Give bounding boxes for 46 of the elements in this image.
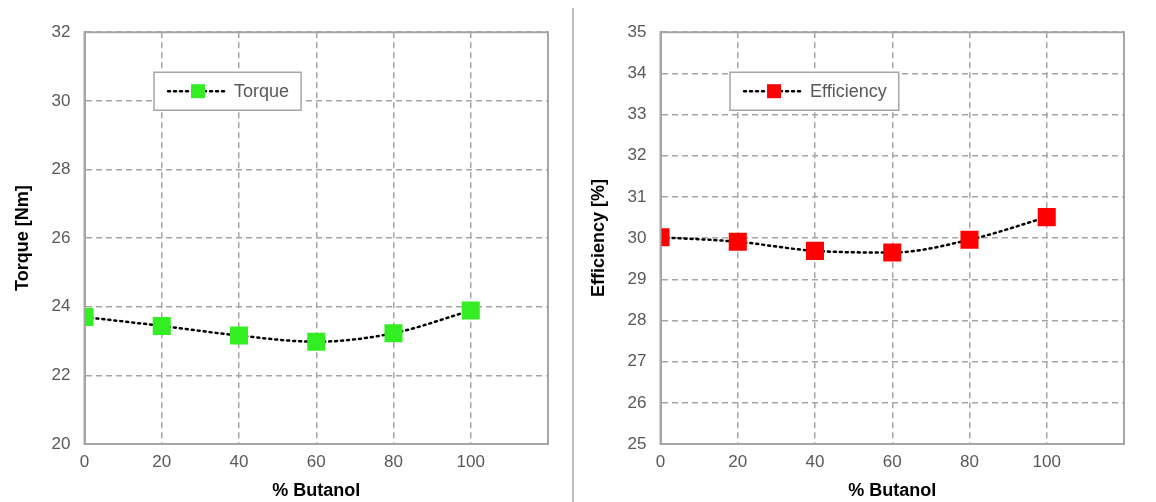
point (883, 243, 902, 262)
y-tick-label: 30 (51, 90, 71, 110)
point (229, 326, 249, 345)
x-tick-label: 80 (960, 451, 979, 471)
point (307, 332, 326, 351)
y-tick-label: 33 (627, 104, 647, 124)
point (960, 230, 979, 249)
y-tick-label: 29 (627, 268, 647, 288)
x-tick-label: 0 (79, 451, 90, 471)
y-tick-label: 34 (627, 63, 647, 83)
y-tick-label: 26 (51, 227, 71, 247)
x-tick-label: 80 (384, 451, 403, 471)
x-tick-label: 0 (655, 451, 666, 471)
y-tick-label: 32 (627, 145, 647, 165)
y-tick-label: 20 (51, 433, 71, 453)
y-tick-label: 26 (627, 392, 647, 412)
x-tick-label: 100 (1032, 451, 1061, 471)
x-tick-label: 40 (805, 451, 825, 471)
x-tick-label: 100 (456, 451, 485, 471)
y-tick-label: 25 (627, 433, 647, 453)
y-tick-label: 35 (627, 21, 647, 41)
point (728, 232, 747, 251)
y-axis-title: Efficiency [%] (587, 179, 608, 298)
x-axis-title: % Butanol (272, 480, 361, 501)
y-tick-label: 28 (627, 310, 647, 330)
y-tick-label: 28 (51, 159, 71, 179)
x-tick-label: 20 (152, 451, 172, 471)
y-tick-label: 31 (627, 186, 647, 206)
x-tick-label: 20 (728, 451, 748, 471)
y-tick-label: 24 (51, 296, 71, 316)
point (805, 241, 825, 260)
legend-label: Torque (234, 81, 290, 102)
point (384, 324, 403, 343)
legend-label: Efficiency (810, 81, 887, 102)
point (1037, 208, 1056, 227)
point (152, 316, 171, 335)
y-tick-label: 32 (51, 21, 71, 41)
y-axis-title: Torque [Nm] (11, 185, 32, 291)
x-tick-label: 60 (882, 451, 902, 471)
x-axis-title: % Butanol (848, 480, 937, 501)
point (461, 301, 480, 320)
x-tick-label: 40 (229, 451, 249, 471)
y-tick-label: 22 (51, 365, 71, 385)
y-tick-label: 27 (627, 351, 647, 371)
x-tick-label: 60 (306, 451, 326, 471)
y-tick-label: 30 (627, 227, 647, 247)
